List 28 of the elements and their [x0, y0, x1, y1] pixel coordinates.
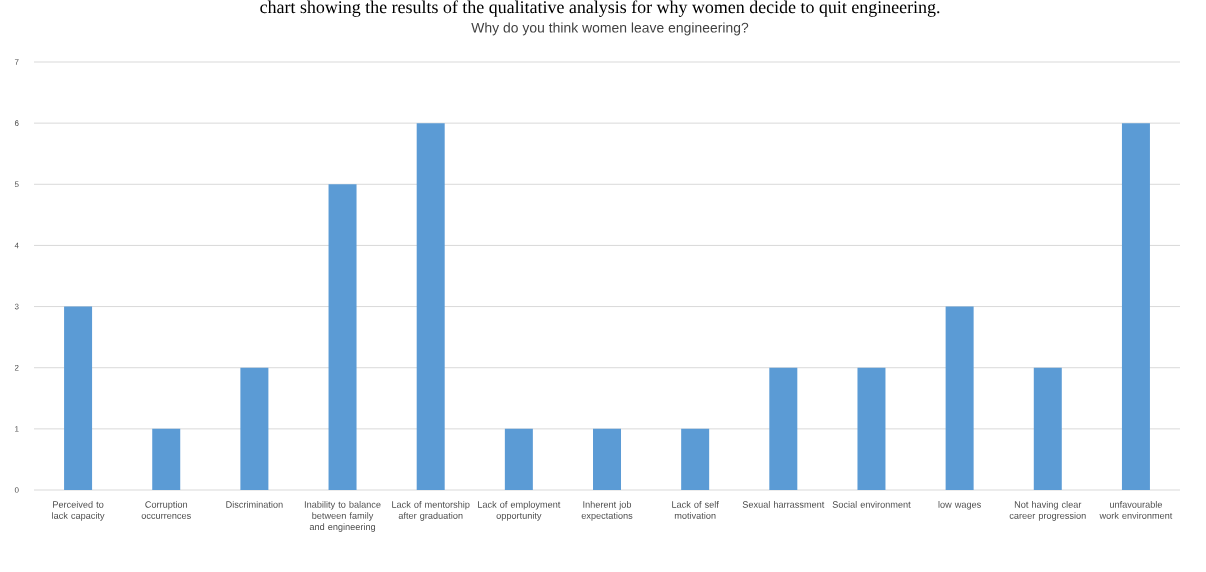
- bar: [1121, 123, 1150, 490]
- x-tick-label: Inherent job expectations: [581, 501, 633, 521]
- x-tick-label: Not having clear career progression: [1009, 501, 1086, 521]
- bar: [328, 184, 357, 490]
- bar: [152, 428, 181, 490]
- bar: [945, 306, 974, 490]
- bar: [240, 367, 269, 490]
- bar: [504, 428, 533, 490]
- bar: [681, 428, 710, 490]
- bar: [593, 428, 622, 490]
- x-tick-label: Perceived to lack capacity: [52, 501, 105, 521]
- bar: [857, 367, 886, 490]
- x-tick-label: Discrimination: [226, 501, 283, 508]
- x-tick-label: Lack of employment opportunity: [478, 501, 561, 521]
- bar: [1033, 367, 1062, 490]
- x-tick-label: low wages: [938, 501, 981, 510]
- x-tick-label: unfavourable work environment: [1099, 501, 1173, 519]
- bar: [64, 306, 93, 490]
- x-tick-label: Inability to balance between family and engineering: [304, 501, 381, 532]
- x-tick-label: Sexual harrassment: [742, 501, 825, 508]
- x-tick-label: Lack of self motivation: [672, 501, 719, 519]
- x-tick-label: Corruption occurrences: [141, 501, 191, 519]
- text: chart showing the results of the qualitative analysis for why women decide to quit engineering.: [260, 0, 940, 17]
- bar: [769, 367, 798, 490]
- chart-title: Why do you think women leave engineering?: [471, 22, 749, 36]
- bar: [416, 123, 445, 490]
- x-tick-label: Social environment: [832, 501, 911, 508]
- x-tick-label: Lack of mentorship after graduation: [392, 501, 470, 521]
